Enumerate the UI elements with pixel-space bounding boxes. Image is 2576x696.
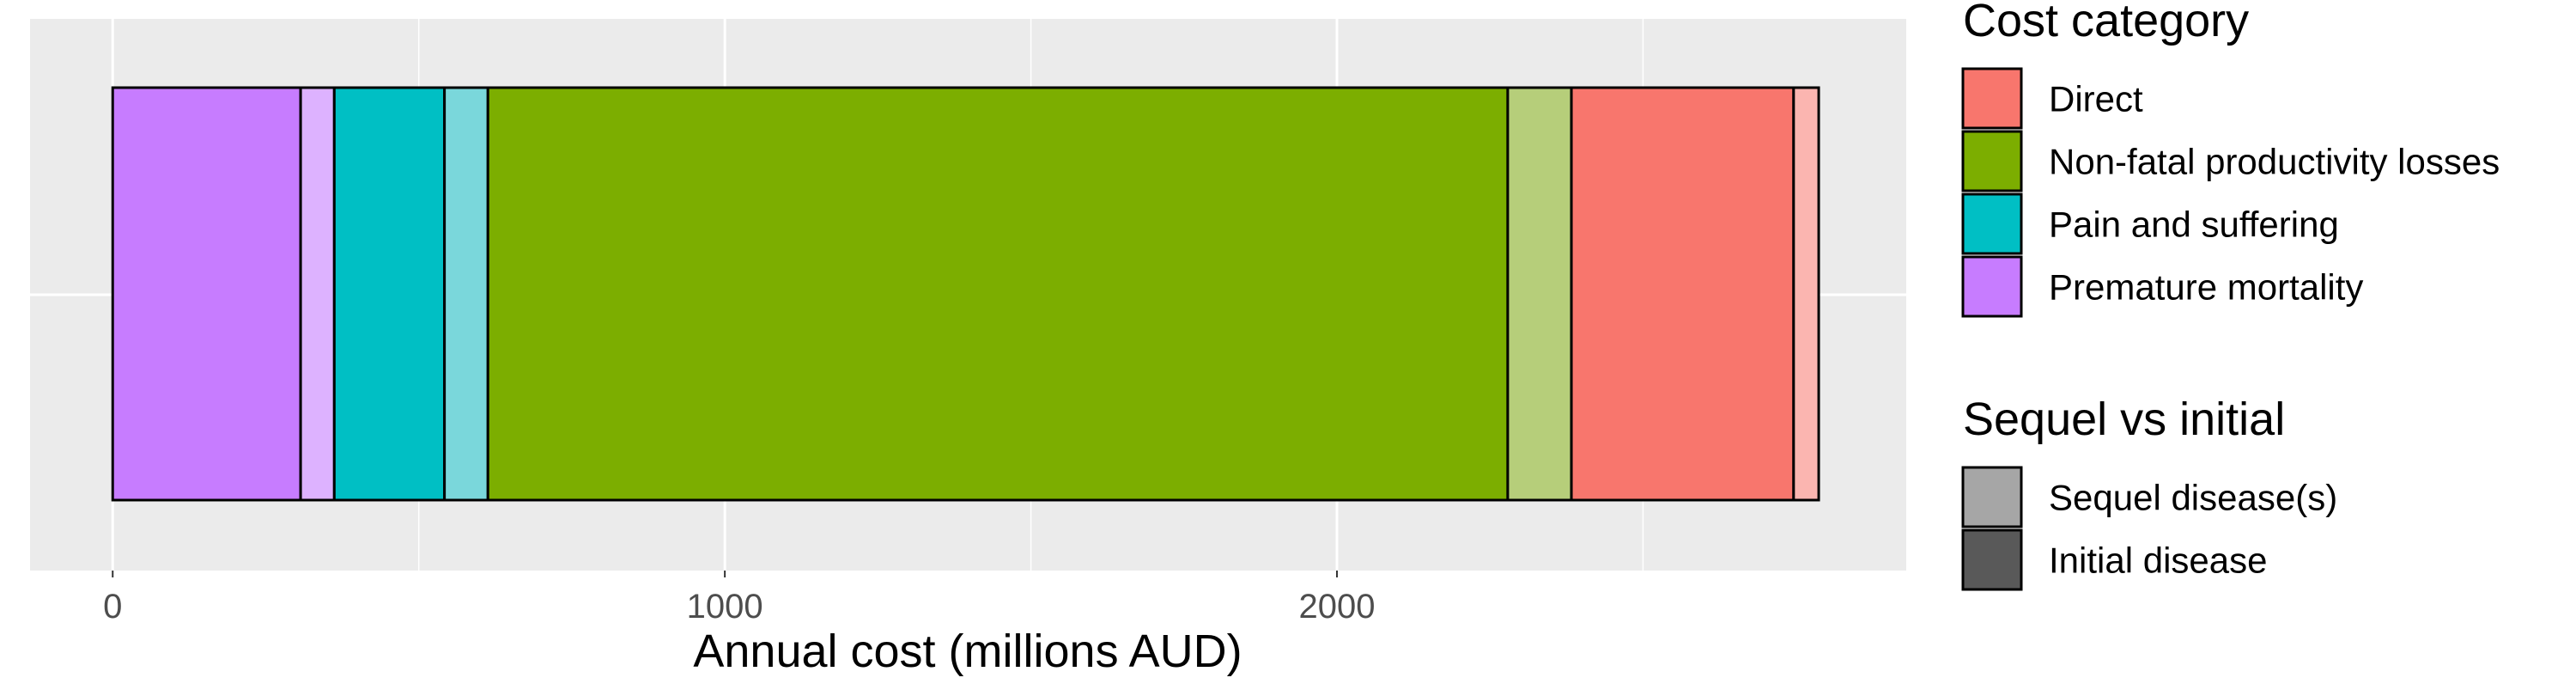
bar-segment-premature-mortality-initial — [111, 86, 302, 502]
legend-key — [1961, 130, 2023, 192]
legend-title: Sequel vs initial — [1963, 394, 2285, 445]
legend-key — [1961, 528, 2023, 591]
legend-label: Direct — [2049, 79, 2143, 119]
legend-title: Cost category — [1963, 0, 2249, 46]
bar-segment-non-fatal-productivity-losses-initial — [486, 86, 1510, 502]
x-tick-label: 2000 — [1299, 588, 1376, 626]
x-tick-label: 0 — [103, 588, 122, 626]
legends: Cost category Direct Non-fatal productivit… — [1961, 0, 2500, 591]
legend-key — [1961, 466, 2023, 528]
bar-segment-pain-and-suffering-initial — [332, 86, 447, 502]
legend-key — [1961, 192, 2023, 255]
legend-label: Initial disease — [2049, 540, 2267, 581]
x-axis-title: Annual cost (millions AUD) — [693, 626, 1242, 677]
stacked-bar — [111, 86, 1820, 502]
legend-key — [1961, 67, 2023, 130]
bar-segment-direct-sequel — [1792, 86, 1820, 502]
legend-label: Non-fatal productivity losses — [2049, 142, 2500, 182]
bar-segment-pain-and-suffering-sequel — [443, 86, 489, 502]
legend-label: Sequel disease(s) — [2049, 478, 2337, 518]
legend-label: Pain and suffering — [2049, 205, 2339, 245]
bar-segment-premature-mortality-sequel — [299, 86, 336, 502]
legend-label: Premature mortality — [2049, 267, 2363, 308]
x-tick-label: 1000 — [687, 588, 763, 626]
legend-key — [1961, 255, 2023, 318]
bar-segment-non-fatal-productivity-losses-sequel — [1506, 86, 1573, 502]
bar-segment-direct-initial — [1570, 86, 1795, 502]
x-axis-ticks: 0 1000 2000 — [103, 571, 1376, 626]
